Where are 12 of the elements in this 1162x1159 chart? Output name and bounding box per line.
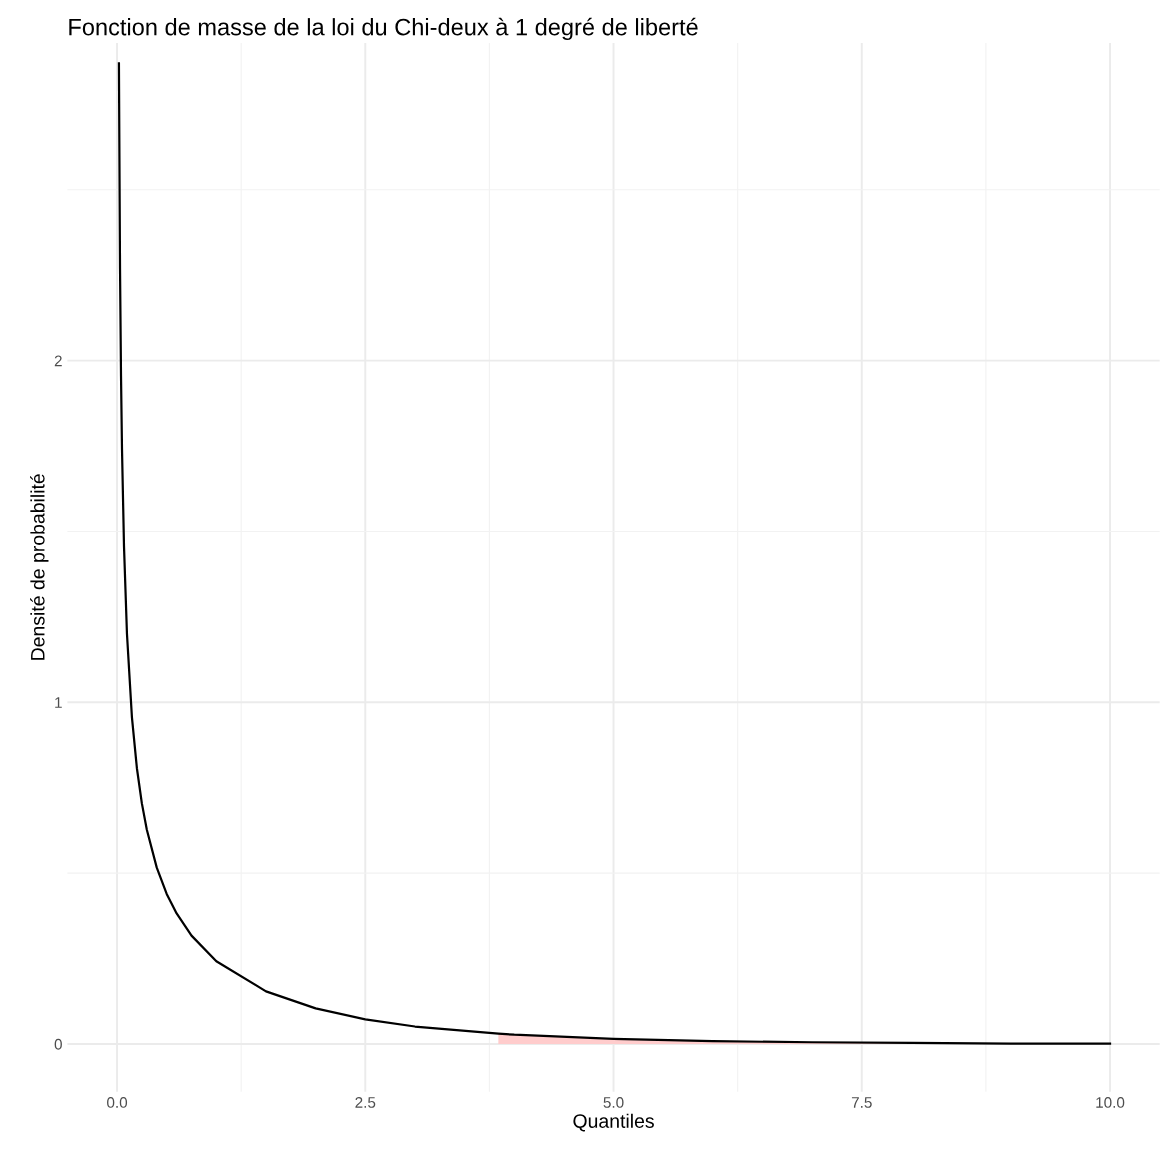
line-series (117, 62, 1112, 1045)
y-axis-title: Densité de probabilité (30, 474, 49, 660)
x-tick-label: 5.0 (603, 1097, 624, 1108)
y-tick-label: 0 (54, 1038, 62, 1050)
x-tick-label: 7.5 (851, 1097, 872, 1108)
x-tick-label: 0.0 (107, 1097, 128, 1108)
y-tick-label: 1 (55, 697, 62, 708)
x-axis-title: Quantiles (573, 1113, 654, 1132)
chart-title: Fonction de masse de la loi du Chi-deux à 1 degré de liberté (69, 17, 698, 41)
x-tick-label: 2.5 (355, 1097, 376, 1108)
y-tick-label: 2 (54, 355, 62, 367)
x-tick-label: 10.0 (1096, 1097, 1125, 1108)
